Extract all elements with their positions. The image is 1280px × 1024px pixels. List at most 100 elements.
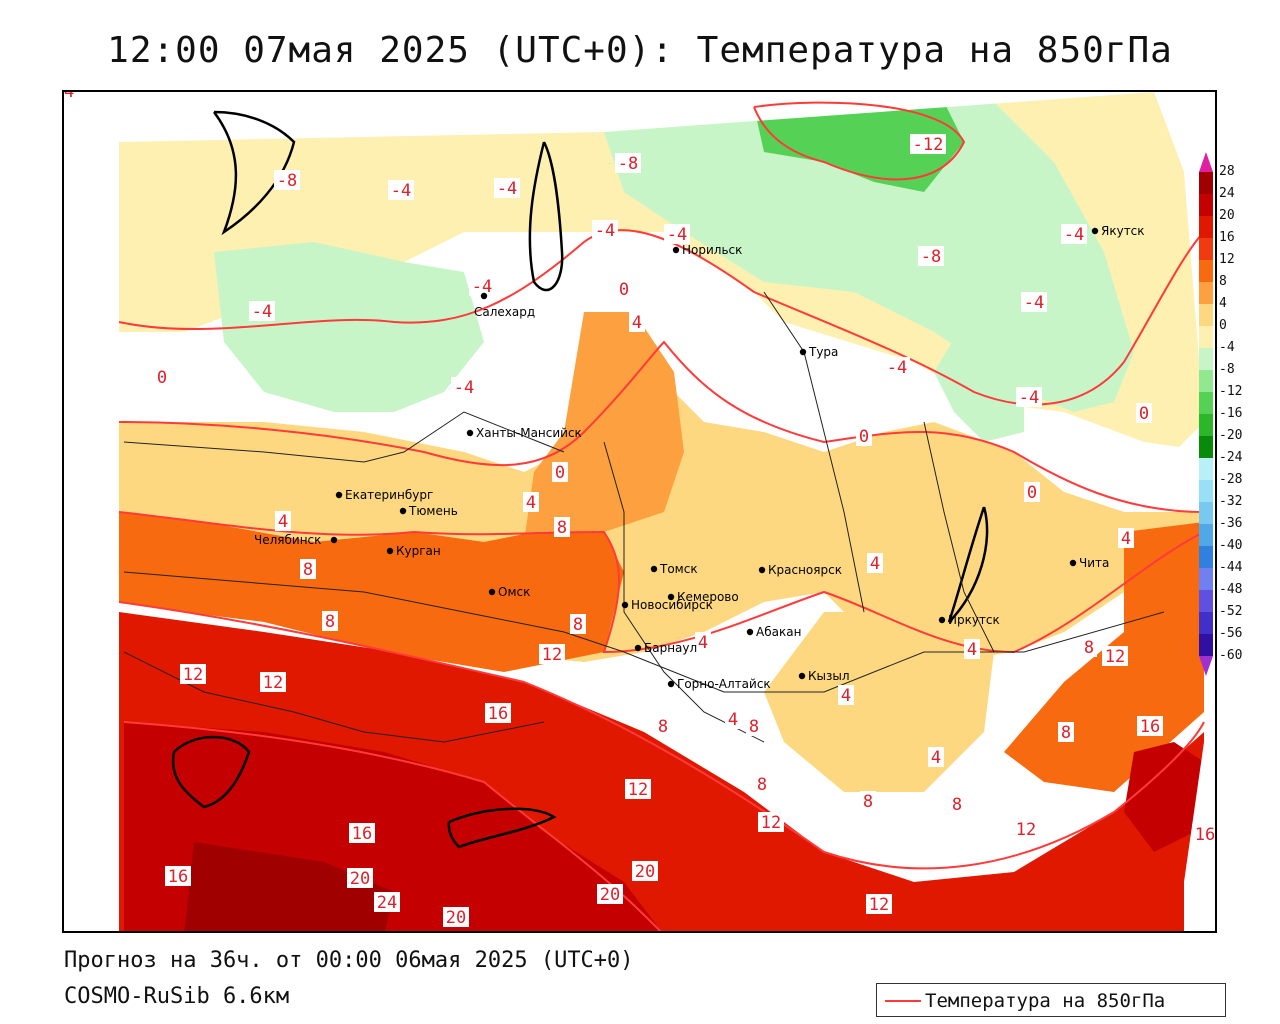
colorbar-swatch [1199,238,1213,260]
model-name: COSMO-RuSib 6.6км [64,984,290,1009]
city-label: Красноярск [768,563,842,577]
isotherm-label-bg [1061,224,1087,244]
colorbar-tick-label: -12 [1219,384,1243,399]
city-dot [399,507,407,515]
city-label: Курган [396,544,441,558]
city-label: Омск [498,585,530,599]
isotherm-label-bg [494,178,520,198]
isotherm-label: -4 [391,181,411,201]
isotherm-label: 0 [555,463,565,483]
isotherm-label: -4 [595,221,615,241]
isotherm-label-bg [165,866,191,886]
isotherm-label-bg [1058,722,1074,742]
isotherm-label-bg [523,492,539,512]
isotherm-label: 16 [1140,717,1160,737]
legend-label: Температура на 850гПа [925,990,1166,1012]
isotherm-label: -4 [1019,388,1039,408]
isotherm-lines [118,101,1205,931]
temperature-fill [64,92,1215,931]
isotherm-label-bg [625,779,651,799]
city-dot [634,644,642,652]
isotherm-label: 20 [446,908,466,928]
region-borders [123,291,1165,743]
city-label: Екатеринбург [345,488,433,502]
isotherm-label: 0 [619,280,629,300]
isotherm-label-bg [746,716,762,736]
isotherm-label-group: -12-8-8-8-4 -4-4 -4-4-4 -4-4-4-4-4000000444… [64,92,1215,928]
isotherm-label-bg [615,153,641,173]
isotherm-label: -4 [667,225,687,245]
colorbar-tick-label: 4 [1219,296,1227,311]
city-dot [672,246,680,254]
isotherm-label-bg [1192,824,1215,844]
city-dot [488,588,496,596]
isotherm-label: 12 [761,813,781,833]
isotherm-label: 8 [749,717,759,737]
map-title: 12:00 07мая 2025 (UTC+0): Температура на… [107,30,1173,71]
colorbar-swatch [1199,304,1213,326]
city-dot [938,616,946,624]
colorbar-tick-label: -32 [1219,494,1243,509]
isotherm-label-bg [655,716,671,736]
colorbar-tick-label: -48 [1219,582,1243,597]
isotherm-label: -8 [277,171,297,191]
temperature-map[interactable]: -12 -8 -8 -8 -4 -4 -4 -4 -4 -4 -4 -4 -4 -4 -4 0 0 0 0 0 0 4 4 4… [62,90,1217,933]
city-dot [330,536,338,544]
colorbar-swatch [1199,458,1213,480]
isotherm-label-bg [754,774,770,794]
isotherm-label-bg [629,312,645,332]
city-dot [798,672,806,680]
isotherm-label: 4 [526,493,536,513]
isotherm-label: 4 [967,640,977,660]
isotherm-label-bg [322,611,338,631]
colorbar-tick-label: 16 [1219,230,1235,245]
isotherm-label: 24 [377,893,397,913]
legend-line-swatch [885,1000,921,1002]
isotherm-label-bg [154,367,170,387]
isotherm-label-bg [300,559,316,579]
colorbar-tick-label: 0 [1219,318,1227,333]
isotherm-label-bg [884,357,910,377]
isotherm-label-bg [1118,528,1134,548]
city-label: Барнаул [644,641,697,655]
city-label: Кызыл [808,669,850,683]
colorbar-swatch [1199,524,1213,546]
isotherm-label: 16 [168,867,188,887]
isotherm-label: 8 [1061,723,1071,743]
isotherm-label: -4 [887,358,907,378]
colorbar-swatch [1199,348,1213,370]
isotherm-label: -4 [252,302,272,322]
isotherm-label: 8 [303,560,313,580]
city-label: Салехард [474,305,535,319]
isotherm-label: 12 [542,645,562,665]
city-label: Новосибирск [631,598,713,612]
colorbar-tick-label: -4 [1219,340,1235,355]
isotherm-label-bg [867,553,883,573]
isotherm-label-bg [249,301,275,321]
isotherm-label-bg [964,639,980,659]
isotherm-label: 4 [698,633,708,653]
city-label: Томск [659,562,698,576]
colorbar-tick-label: 20 [1219,208,1235,223]
isotherm-label-bg [1081,637,1097,657]
isotherm-label-bg [485,703,511,723]
colorbar-swatch [1199,634,1213,656]
colorbar-swatch [1199,502,1213,524]
forecast-info: Прогноз на 36ч. от 00:00 06мая 2025 (UTC… [64,948,634,973]
isotherm-label: 4 [870,554,880,574]
colorbar-swatch [1199,546,1213,568]
isotherm-label: 8 [757,775,767,795]
isotherm-label-bg [274,170,300,190]
isotherm-label: 4 [728,710,738,730]
city-label: Челябинск [254,533,321,547]
isotherm-label: 4 [1121,529,1131,549]
colorbar-swatch [1199,172,1213,194]
colorbar-swatch [1199,326,1213,348]
isotherm-label-bg [1137,716,1163,736]
isotherm-label: 24 [64,92,74,102]
city-label: Абакан [756,625,801,639]
isotherm-label-bg [552,462,568,482]
isotherm-label-bg [758,812,784,832]
isotherm-label-bg [695,632,711,652]
colorbar-swatch [1199,282,1213,304]
